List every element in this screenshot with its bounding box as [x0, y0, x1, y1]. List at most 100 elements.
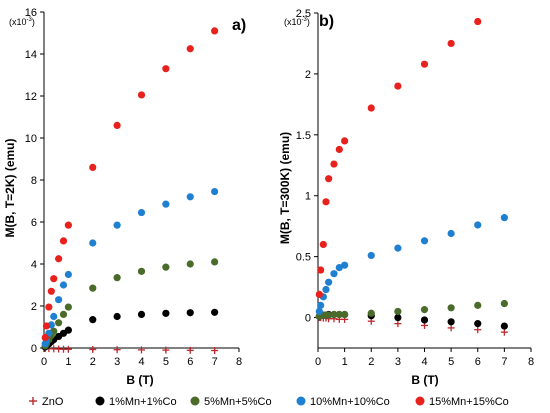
panel-b-x-axis-title: B (T): [411, 373, 438, 387]
panel-b-point-15-mn-15-co: [315, 290, 323, 298]
panel-b-x-tick-label: 0: [315, 356, 321, 368]
legend-label: ZnO: [42, 396, 64, 408]
panel-b-point-1-mn-1-co: [447, 318, 455, 326]
panel-a-point-10-mn-10-co: [137, 208, 146, 217]
legend-marker-circle-icon: [296, 396, 306, 406]
panel-a-point-5-mn-5-co: [64, 303, 72, 311]
panel-b-point-15-mn-15-co: [330, 160, 338, 168]
panel-a-x-tick-label: 1: [65, 356, 71, 368]
panel-a-point-5-mn-5-co: [113, 274, 121, 282]
panel-a-point-zno: [162, 346, 170, 354]
panel-b-point-10-mn-10-co: [330, 270, 338, 278]
panel-a-y-multiplier: (x10-3): [9, 17, 35, 27]
panel-a-y-tick-label: 2: [31, 301, 37, 313]
panel-a-y-tick-label: 10: [25, 133, 37, 145]
panel-a-point-15-mn-15-co: [55, 255, 63, 263]
panel-b-point-zno: [447, 324, 455, 332]
legend-item-zno: ZnO: [29, 396, 64, 408]
panel-b-point-5-mn-5-co: [474, 301, 482, 309]
panel-a-x-tick-label: 4: [138, 356, 144, 368]
panel-b-point-5-mn-5-co: [367, 309, 375, 317]
legend-label: 10%Mn+10%Co: [310, 396, 390, 408]
legend-label: 1%Mn+1%Co: [109, 396, 177, 408]
panel-b-point-15-mn-15-co: [335, 145, 343, 154]
panel-b-point-15-mn-15-co: [447, 39, 455, 48]
panel-a-point-10-mn-10-co: [50, 312, 58, 321]
panel-b-point-10-mn-10-co: [500, 214, 508, 222]
panel-b-x-tick-label: 8: [528, 356, 534, 368]
panel-a-point-1-mn-1-co: [89, 316, 97, 324]
panel-b-x-tick-label: 5: [448, 356, 454, 368]
panel-a-point-1-mn-1-co: [64, 326, 72, 334]
panel-a-point-10-mn-10-co: [55, 296, 63, 304]
panel-a-point-1-mn-1-co: [162, 309, 170, 317]
panel-b-point-15-mn-15-co: [367, 104, 375, 112]
panel-b-point-10-mn-10-co: [474, 221, 482, 229]
panel-a-point-10-mn-10-co: [211, 187, 219, 196]
panel-b-point-1-mn-1-co: [394, 313, 402, 322]
panel-a-point-5-mn-5-co: [211, 258, 219, 266]
panel-b-point-10-mn-10-co: [420, 237, 429, 245]
panel-a-y-tick-label: 6: [31, 217, 37, 229]
panel-b-x-tick-label: 2: [368, 356, 374, 368]
panel-b-point-5-mn-5-co: [447, 304, 455, 312]
panel-a-point-zno: [113, 346, 121, 354]
panel-a-x-tick-label: 6: [187, 356, 193, 368]
panel-b-x-tick-label: 3: [395, 356, 401, 368]
legend-marker-circle-icon: [190, 396, 200, 406]
panel-a-y-tick-label: 0: [31, 343, 37, 355]
panel-a-point-5-mn-5-co: [162, 263, 170, 271]
panel-b-point-10-mn-10-co: [367, 251, 375, 260]
legend-item-10-mn-10-co: 10%Mn+10%Co: [296, 396, 390, 408]
panel-a-point-15-mn-15-co: [113, 121, 121, 129]
legend-label: 5%Mn+5%Co: [204, 396, 272, 408]
panel-a-x-tick-label: 0: [41, 356, 47, 368]
panel-b-point-1-mn-1-co: [420, 316, 429, 324]
panel-a-x-tick-label: 5: [163, 356, 169, 368]
panel-b-y-tick-label: 2: [305, 69, 311, 81]
panel-b-point-5-mn-5-co: [341, 310, 349, 319]
panel-a-point-10-mn-10-co: [59, 281, 68, 289]
panel-b-point-5-mn-5-co: [325, 311, 333, 319]
panel-a-data-marks: [41, 27, 219, 355]
panel-b-point-15-mn-15-co: [325, 175, 333, 183]
panel-b-y-tick-label: 1.5: [296, 130, 311, 142]
panel-a-point-10-mn-10-co: [89, 239, 97, 247]
panel-a-point-5-mn-5-co: [137, 267, 146, 275]
panel-b-point-5-mn-5-co: [420, 306, 429, 314]
legend-label: 15%Mn+15%Co: [429, 396, 509, 408]
panel-a-label: a): [232, 17, 246, 34]
panel-a-point-1-mn-1-co: [137, 310, 146, 318]
panel-b-point-10-mn-10-co: [447, 229, 455, 238]
panel-a-point-5-mn-5-co: [89, 284, 97, 292]
panel-b-point-1-mn-1-co: [500, 322, 508, 330]
panel-b-data-marks: [315, 17, 508, 336]
panel-a-point-zno: [64, 345, 72, 353]
panel-b-point-15-mn-15-co: [319, 240, 327, 249]
panel-b-point-15-mn-15-co: [420, 60, 429, 68]
panel-a-point-15-mn-15-co: [89, 163, 97, 171]
panel-b-point-zno: [500, 328, 508, 336]
panel-a-point-15-mn-15-co: [41, 333, 49, 342]
panel-b-x-tick-label: 4: [421, 356, 427, 368]
panel-a-point-15-mn-15-co: [211, 27, 219, 35]
panel-b-point-10-mn-10-co: [325, 278, 333, 286]
panel-a-point-10-mn-10-co: [64, 270, 72, 279]
panel-a-point-zno: [89, 345, 97, 353]
panel-b-point-5-mn-5-co: [394, 307, 402, 316]
panel-a-point-zno: [138, 346, 145, 354]
panel-a-point-1-mn-1-co: [113, 312, 121, 321]
panel-a-y-tick-label: 12: [25, 91, 37, 103]
panel-a-point-5-mn-5-co: [55, 319, 63, 327]
panel-b-point-15-mn-15-co: [322, 198, 330, 206]
panel-b-point-10-mn-10-co: [315, 307, 323, 316]
panel-a-point-15-mn-15-co: [186, 45, 194, 53]
panel-a-point-5-mn-5-co: [186, 260, 194, 268]
panel-b-x-tick-label: 6: [475, 356, 481, 368]
panel-b-point-5-mn-5-co: [500, 299, 508, 308]
panel-a-y-tick-label: 14: [25, 49, 37, 61]
panel-a-point-15-mn-15-co: [162, 65, 170, 73]
panel-b-x-tick-label: 7: [501, 356, 507, 368]
panel-b-y-tick-label: 0.5: [296, 252, 311, 264]
legend-item-15-mn-15-co: 15%Mn+15%Co: [415, 396, 509, 408]
